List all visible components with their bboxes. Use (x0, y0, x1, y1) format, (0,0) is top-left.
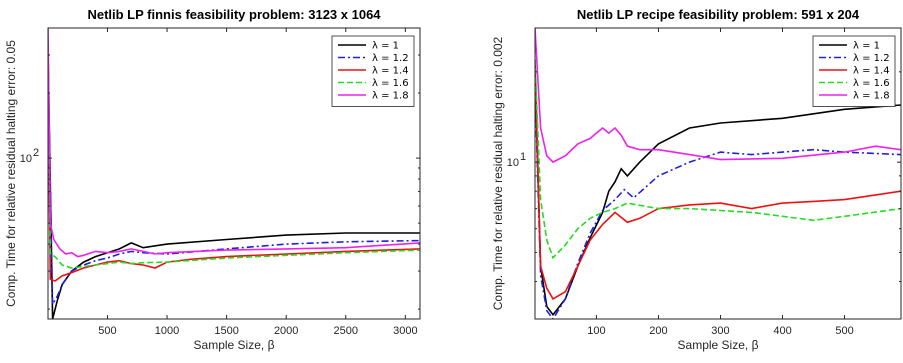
y-axis-label: Comp. Time for relative residual halting… (4, 40, 18, 307)
series-line-2 (48, 72, 420, 308)
y-axis-label: Comp. Time for relative residual halting… (491, 36, 505, 310)
y-tick-exponent: 2 (33, 147, 39, 159)
x-tick-label: 3000 (393, 325, 417, 337)
legend-label-4: λ = 1.6 (853, 78, 890, 89)
legend-label-3: λ = 1.4 (853, 66, 890, 77)
plot-lines (48, 28, 420, 319)
chart-title: Netlib LP recipe feasibility problem: 59… (577, 7, 860, 22)
series-line-3 (535, 59, 901, 300)
series-line-4 (535, 59, 901, 260)
legend-label-1: λ = 1 (853, 41, 880, 52)
series-line-3 (48, 79, 420, 282)
x-tick-label: 2000 (274, 325, 298, 337)
y-tick-label: 10 (20, 153, 32, 165)
series-line-1 (48, 48, 420, 319)
x-tick-label: 1000 (155, 325, 179, 337)
legend: λ = 1λ = 1.2 λ = 1.4λ = 1.6 λ = 1.8 (812, 35, 896, 107)
legend-label-5: λ = 1.8 (853, 91, 890, 102)
plot-lines (535, 28, 901, 319)
chart-1: Netlib LP finnis feasibility problem: 31… (4, 7, 421, 352)
x-tick-label: 2500 (334, 325, 358, 337)
x-tick-label: 100 (587, 325, 605, 337)
chart-title: Netlib LP finnis feasibility problem: 31… (87, 7, 381, 22)
x-axis-label: Sample Size, β (194, 338, 275, 352)
x-tick-label: 400 (773, 325, 791, 337)
series-line-4 (48, 68, 420, 269)
y-tick-exponent: 1 (520, 151, 526, 163)
legend: λ = 1λ = 1.2 λ = 1.4λ = 1.6 λ = 1.8 (331, 35, 415, 107)
x-tick-label: 500 (98, 325, 116, 337)
plot-frame (47, 27, 421, 320)
x-axis-label: Sample Size, β (678, 338, 759, 352)
y-tick-label: 10 (507, 157, 519, 169)
series-line-5 (535, 28, 901, 164)
legend-label-5: λ = 1.8 (372, 91, 409, 102)
plot-frame (534, 27, 902, 320)
legend-label-2: λ = 1.2 (853, 53, 890, 64)
series-line-2 (535, 85, 901, 319)
chart-2: Netlib LP recipe feasibility problem: 59… (491, 7, 902, 352)
series-line-5 (48, 28, 420, 258)
legend-label-4: λ = 1.6 (372, 78, 409, 89)
x-tick-label: 300 (711, 325, 729, 337)
x-tick-label: 200 (649, 325, 667, 337)
x-tick-label: 1500 (214, 325, 238, 337)
x-tick-label: 500 (835, 325, 853, 337)
legend-label-3: λ = 1.4 (372, 66, 409, 77)
legend-label-1: λ = 1 (372, 41, 399, 52)
legend-label-2: λ = 1.2 (372, 53, 409, 64)
series-line-1 (535, 71, 901, 317)
